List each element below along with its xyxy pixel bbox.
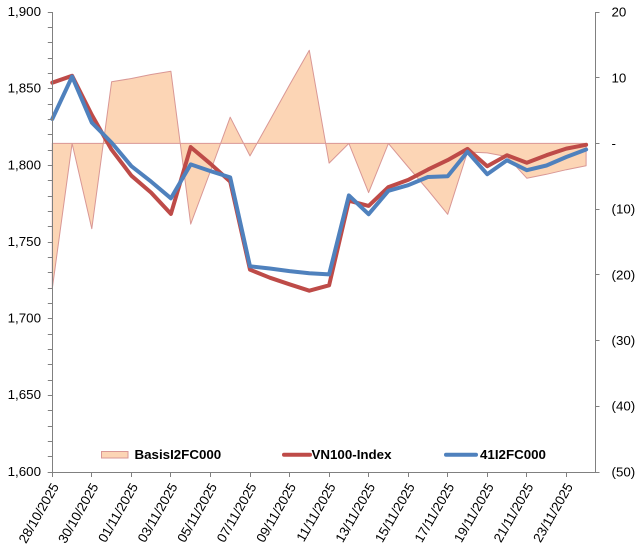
svg-text:(10): (10) bbox=[612, 202, 636, 217]
svg-text:1,800: 1,800 bbox=[8, 157, 41, 172]
svg-text:1,700: 1,700 bbox=[8, 311, 41, 326]
svg-text:1,750: 1,750 bbox=[8, 234, 41, 249]
svg-text:-: - bbox=[612, 136, 616, 151]
svg-text:1,850: 1,850 bbox=[8, 81, 41, 96]
svg-text:BasisI2FC000: BasisI2FC000 bbox=[135, 447, 222, 462]
svg-text:41I2FC000: 41I2FC000 bbox=[480, 447, 546, 462]
svg-text:(50): (50) bbox=[612, 464, 636, 479]
svg-text:VN100-Index: VN100-Index bbox=[312, 447, 393, 462]
svg-text:1,900: 1,900 bbox=[8, 4, 41, 19]
svg-text:10: 10 bbox=[612, 70, 627, 85]
svg-text:1,600: 1,600 bbox=[8, 464, 41, 479]
svg-text:1,650: 1,650 bbox=[8, 387, 41, 402]
svg-text:20: 20 bbox=[612, 5, 627, 20]
svg-text:(20): (20) bbox=[612, 267, 636, 282]
svg-text:(40): (40) bbox=[612, 399, 636, 414]
svg-text:(30): (30) bbox=[612, 333, 636, 348]
